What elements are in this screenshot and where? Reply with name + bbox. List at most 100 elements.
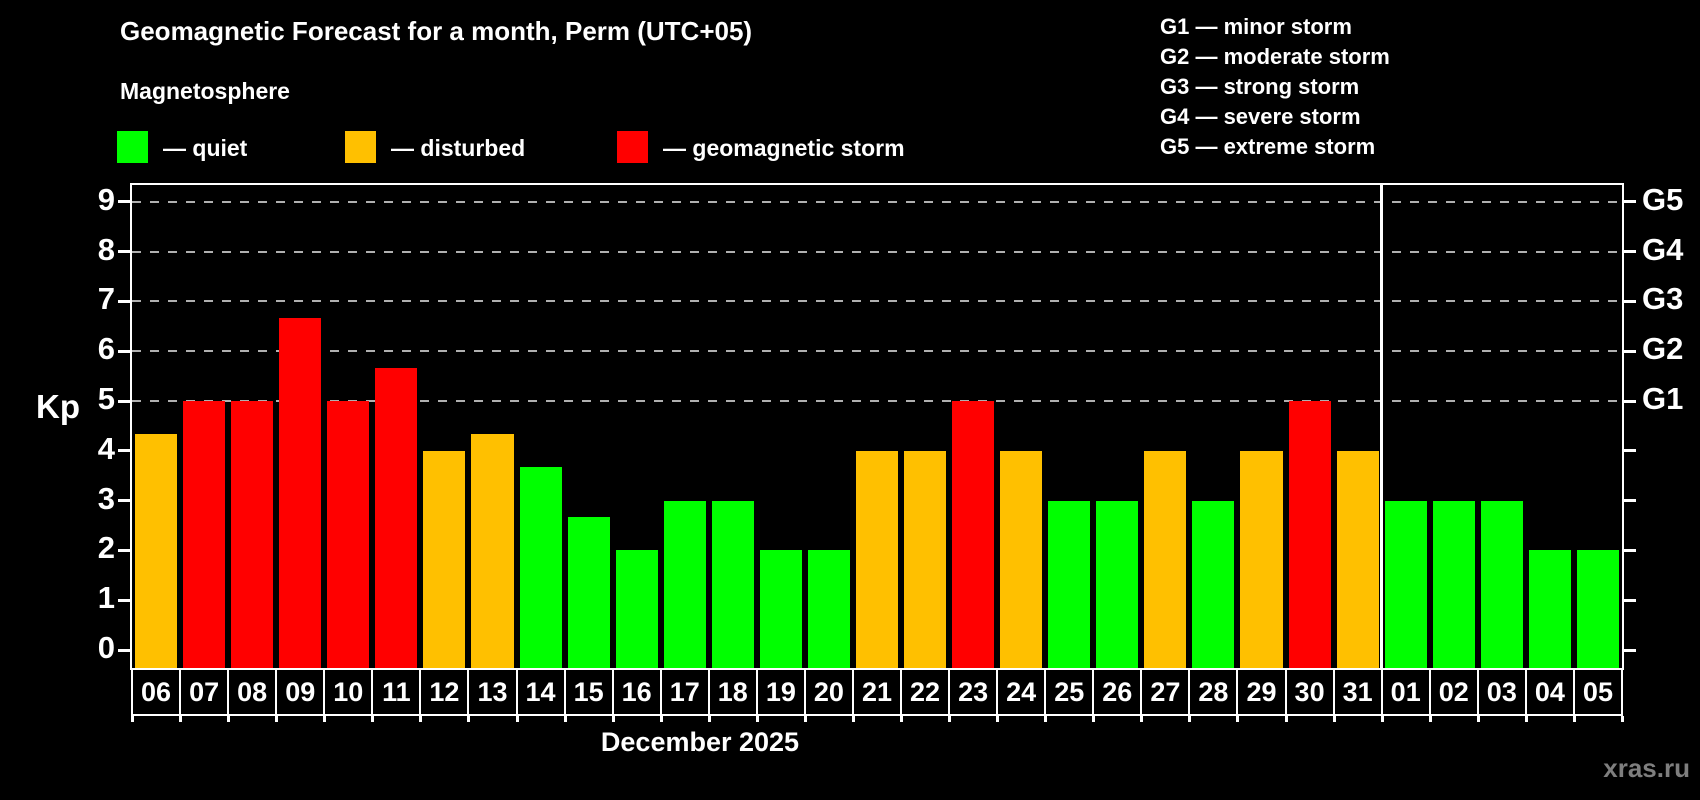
date-boundary-tick [275,716,279,722]
kp-bar-03 [1480,500,1523,668]
kp-bar-27 [1144,450,1187,668]
y-tick-right-6 [1623,349,1636,353]
y-tick-right-8 [1623,250,1636,254]
y-tick-left-3 [118,499,131,503]
date-box-31: 31 [1332,668,1383,716]
kp-bar-25 [1048,500,1091,668]
quiet-swatch-icon [117,131,148,163]
month-caption: December 2025 [600,727,800,757]
date-boundary-tick [707,716,711,722]
date-boundary-tick [1188,716,1192,722]
date-box-19: 19 [755,668,806,716]
y-tick-label-7: 7 [97,281,115,317]
date-box-24: 24 [996,668,1047,716]
y-tick-left-0 [118,648,131,652]
date-boundary-tick [1572,716,1576,722]
kp-bar-15 [567,517,610,668]
date-boundary-tick [659,716,663,722]
date-boundary-tick [227,716,231,722]
gridline-kp9 [132,200,1622,203]
y-tick-right-2 [1623,548,1636,552]
y-tick-left-8 [118,250,131,254]
date-boundary-tick [467,716,471,722]
y-tick-right-3 [1623,499,1636,503]
date-boundary-tick [611,716,615,722]
date-box-12: 12 [419,668,470,716]
date-boundary-tick [515,716,519,722]
date-boundary-tick [323,716,327,722]
date-box-11: 11 [371,668,422,716]
y-tick-right-7 [1623,299,1636,303]
date-box-07: 07 [179,668,230,716]
date-boundary-tick [1284,716,1288,722]
kp-bar-30 [1288,401,1331,668]
y-tick-label-4: 4 [97,430,115,466]
g-level-label-G1: G1 [1642,381,1684,416]
kp-bar-22 [904,450,947,668]
g4-legend-line: G4 — severe storm [1160,104,1361,129]
y-tick-label-1: 1 [97,580,115,616]
kp-bar-14 [519,467,562,668]
date-box-30: 30 [1284,668,1335,716]
g5-legend-line: G5 — extreme storm [1160,134,1376,159]
gridline-kp7 [132,300,1622,303]
date-boundary-tick [803,716,807,722]
date-box-03: 03 [1476,668,1527,716]
date-boundary-tick [948,716,952,722]
date-box-15: 15 [563,668,614,716]
page-title: Geomagnetic Forecast for a month, Perm (… [120,16,753,46]
date-boundary-tick [1380,716,1384,722]
date-boundary-tick [371,716,375,722]
date-box-18: 18 [707,668,758,716]
date-box-26: 26 [1092,668,1143,716]
kp-bar-13 [471,434,514,668]
y-tick-right-4 [1623,449,1636,453]
date-boundary-tick [179,716,183,722]
date-box-05: 05 [1572,668,1623,716]
g-level-label-G2: G2 [1642,331,1684,367]
kp-bar-26 [1096,500,1139,668]
kp-bar-29 [1240,450,1283,668]
date-boundary-tick [1524,716,1528,722]
kp-bar-06 [135,434,178,668]
g-level-label-G4: G4 [1642,231,1684,267]
date-box-04: 04 [1524,668,1575,716]
y-tick-right-9 [1623,200,1636,204]
date-box-14: 14 [515,668,566,716]
kp-bar-19 [759,550,802,668]
date-box-22: 22 [900,668,951,716]
gridline-kp5 [132,400,1622,402]
g2-legend-line: G2 — moderate storm [1160,44,1390,69]
gridline-kp8 [132,250,1622,253]
date-box-06: 06 [131,668,182,716]
kp-bar-05 [1576,550,1619,668]
date-boundary-tick [563,716,567,722]
g3-legend-line: G3 — strong storm [1160,74,1360,99]
y-tick-label-9: 9 [97,181,115,217]
y-tick-left-4 [118,449,131,453]
date-box-13: 13 [467,668,518,716]
date-box-20: 20 [803,668,854,716]
kp-bar-07 [183,401,226,668]
kp-bar-28 [1192,500,1235,668]
date-boundary-tick [851,716,855,722]
y-tick-label-3: 3 [97,480,115,516]
xras-watermark: xras.ru [1603,753,1690,783]
g-level-label-G5: G5 [1642,181,1684,217]
g1-legend-line: G1 — minor storm [1160,14,1352,39]
kp-bar-23 [952,401,995,668]
kp-bar-12 [423,450,466,668]
date-boundary-tick [131,716,134,722]
y-tick-right-5 [1623,399,1636,403]
date-box-27: 27 [1140,668,1191,716]
date-boundary-tick [1621,716,1624,722]
date-box-10: 10 [323,668,374,716]
kp-bar-24 [1000,450,1043,668]
date-boundary-tick [1140,716,1144,722]
kp-bar-02 [1432,500,1475,668]
date-box-25: 25 [1044,668,1095,716]
kp-bar-31 [1336,450,1379,668]
kp-bar-17 [663,500,706,668]
y-tick-left-5 [118,399,131,403]
